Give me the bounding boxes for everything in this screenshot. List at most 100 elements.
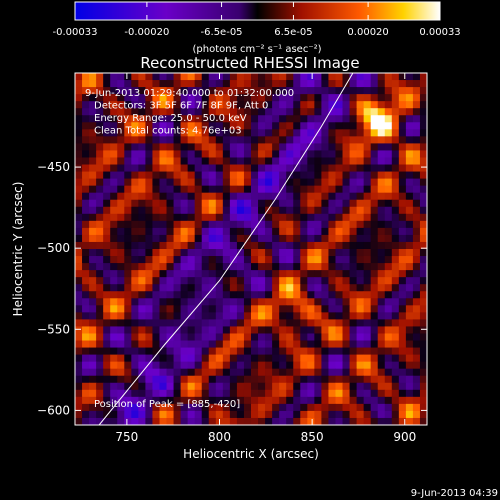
heatmap-cell	[356, 291, 365, 299]
heatmap-cell	[300, 410, 308, 419]
heatmap-cell	[293, 291, 301, 299]
heatmap-cell	[103, 185, 111, 194]
heatmap-cell	[243, 305, 252, 313]
heatmap-cell	[124, 403, 132, 412]
heatmap-cell	[258, 361, 266, 370]
heatmap-cell	[286, 368, 294, 377]
heatmap-cell	[391, 241, 400, 250]
heatmap-cell	[279, 241, 287, 250]
heatmap-cell	[103, 80, 111, 88]
x-tick-label: 850	[301, 430, 324, 444]
heatmap-cell	[75, 178, 83, 187]
heatmap-cell	[222, 199, 231, 208]
heatmap-cell	[314, 249, 322, 257]
annotation-line: Energy Range: 25.0 - 50.0 keV	[94, 113, 247, 124]
heatmap-cell	[321, 87, 329, 95]
heatmap-cell	[110, 382, 118, 391]
heatmap-cell	[201, 171, 210, 179]
heatmap-cell	[279, 277, 287, 285]
heatmap-cell	[377, 234, 386, 243]
heatmap-cell	[173, 354, 181, 363]
heatmap-cell	[419, 305, 427, 313]
heatmap-cell	[222, 234, 231, 243]
heatmap-cell	[321, 291, 329, 299]
heatmap-cell	[419, 108, 427, 116]
heatmap-cell	[279, 150, 287, 158]
heatmap-cell	[363, 333, 372, 341]
heatmap-cell	[138, 150, 146, 158]
heatmap-cell	[321, 312, 329, 320]
heatmap-cell	[419, 94, 427, 102]
heatmap-cell	[384, 375, 393, 384]
heatmap-cell	[363, 178, 372, 187]
heatmap-cell	[96, 347, 104, 355]
heatmap-cell	[124, 199, 132, 208]
heatmap-cell	[335, 396, 343, 405]
heatmap-cell	[166, 171, 174, 179]
heatmap-cell	[124, 368, 132, 377]
heatmap-cell	[370, 410, 379, 419]
heatmap-cell	[131, 354, 139, 363]
heatmap-cell	[328, 382, 336, 391]
heatmap-cell	[356, 108, 365, 116]
heatmap-cell	[412, 389, 421, 398]
heatmap-cell	[243, 157, 252, 165]
heatmap-cell	[286, 361, 294, 370]
heatmap-cell	[194, 319, 203, 327]
heatmap-cell	[398, 192, 407, 201]
heatmap-cell	[152, 375, 160, 384]
heatmap-cell	[194, 206, 203, 215]
heatmap-cell	[370, 94, 379, 102]
heatmap-cell	[265, 333, 273, 341]
heatmap-cell	[229, 101, 238, 109]
heatmap-cell	[349, 143, 357, 151]
heatmap-cell	[258, 227, 266, 236]
y-tick-label: −550	[37, 322, 70, 336]
heatmap-cell	[328, 80, 336, 88]
heatmap-cell	[356, 101, 365, 109]
heatmap-cell	[349, 213, 357, 222]
heatmap-cell	[272, 101, 280, 109]
heatmap-cell	[173, 206, 181, 215]
heatmap-cell	[349, 249, 357, 257]
heatmap-cell	[236, 340, 245, 348]
heatmap-cell	[145, 403, 153, 412]
heatmap-cell	[124, 375, 132, 384]
heatmap-cell	[152, 417, 160, 425]
heatmap-cell	[187, 333, 196, 341]
heatmap-cell	[173, 263, 181, 271]
heatmap-cell	[363, 263, 372, 271]
heatmap-cell	[398, 312, 407, 320]
heatmap-cell	[124, 220, 132, 229]
heatmap-cell	[307, 333, 315, 341]
heatmap-cell	[335, 417, 343, 425]
heatmap-cell	[138, 417, 146, 425]
heatmap-cell	[265, 164, 273, 172]
heatmap-cell	[342, 73, 350, 81]
heatmap-cell	[258, 305, 266, 313]
heatmap-cell	[307, 94, 315, 102]
heatmap-cell	[251, 108, 259, 116]
heatmap-cell	[187, 284, 196, 292]
heatmap-cell	[173, 129, 181, 137]
heatmap-cell	[251, 298, 259, 306]
heatmap-cell	[363, 185, 372, 194]
heatmap-cell	[349, 115, 357, 123]
heatmap-cell	[279, 263, 287, 271]
heatmap-cell	[131, 277, 139, 285]
heatmap-cell	[335, 270, 343, 278]
heatmap-cell	[152, 234, 160, 243]
heatmap-cell	[152, 256, 160, 264]
heatmap-cell	[152, 291, 160, 299]
heatmap-cell	[412, 206, 421, 215]
heatmap-cell	[307, 220, 315, 229]
heatmap-cell	[419, 284, 427, 292]
heatmap-cell	[328, 108, 336, 116]
heatmap-cell	[377, 227, 386, 236]
heatmap-cell	[96, 241, 104, 250]
heatmap-cell	[194, 199, 203, 208]
heatmap-cell	[363, 80, 372, 88]
heatmap-cell	[124, 171, 132, 179]
heatmap-cell	[265, 354, 273, 363]
heatmap-cell	[215, 396, 224, 405]
